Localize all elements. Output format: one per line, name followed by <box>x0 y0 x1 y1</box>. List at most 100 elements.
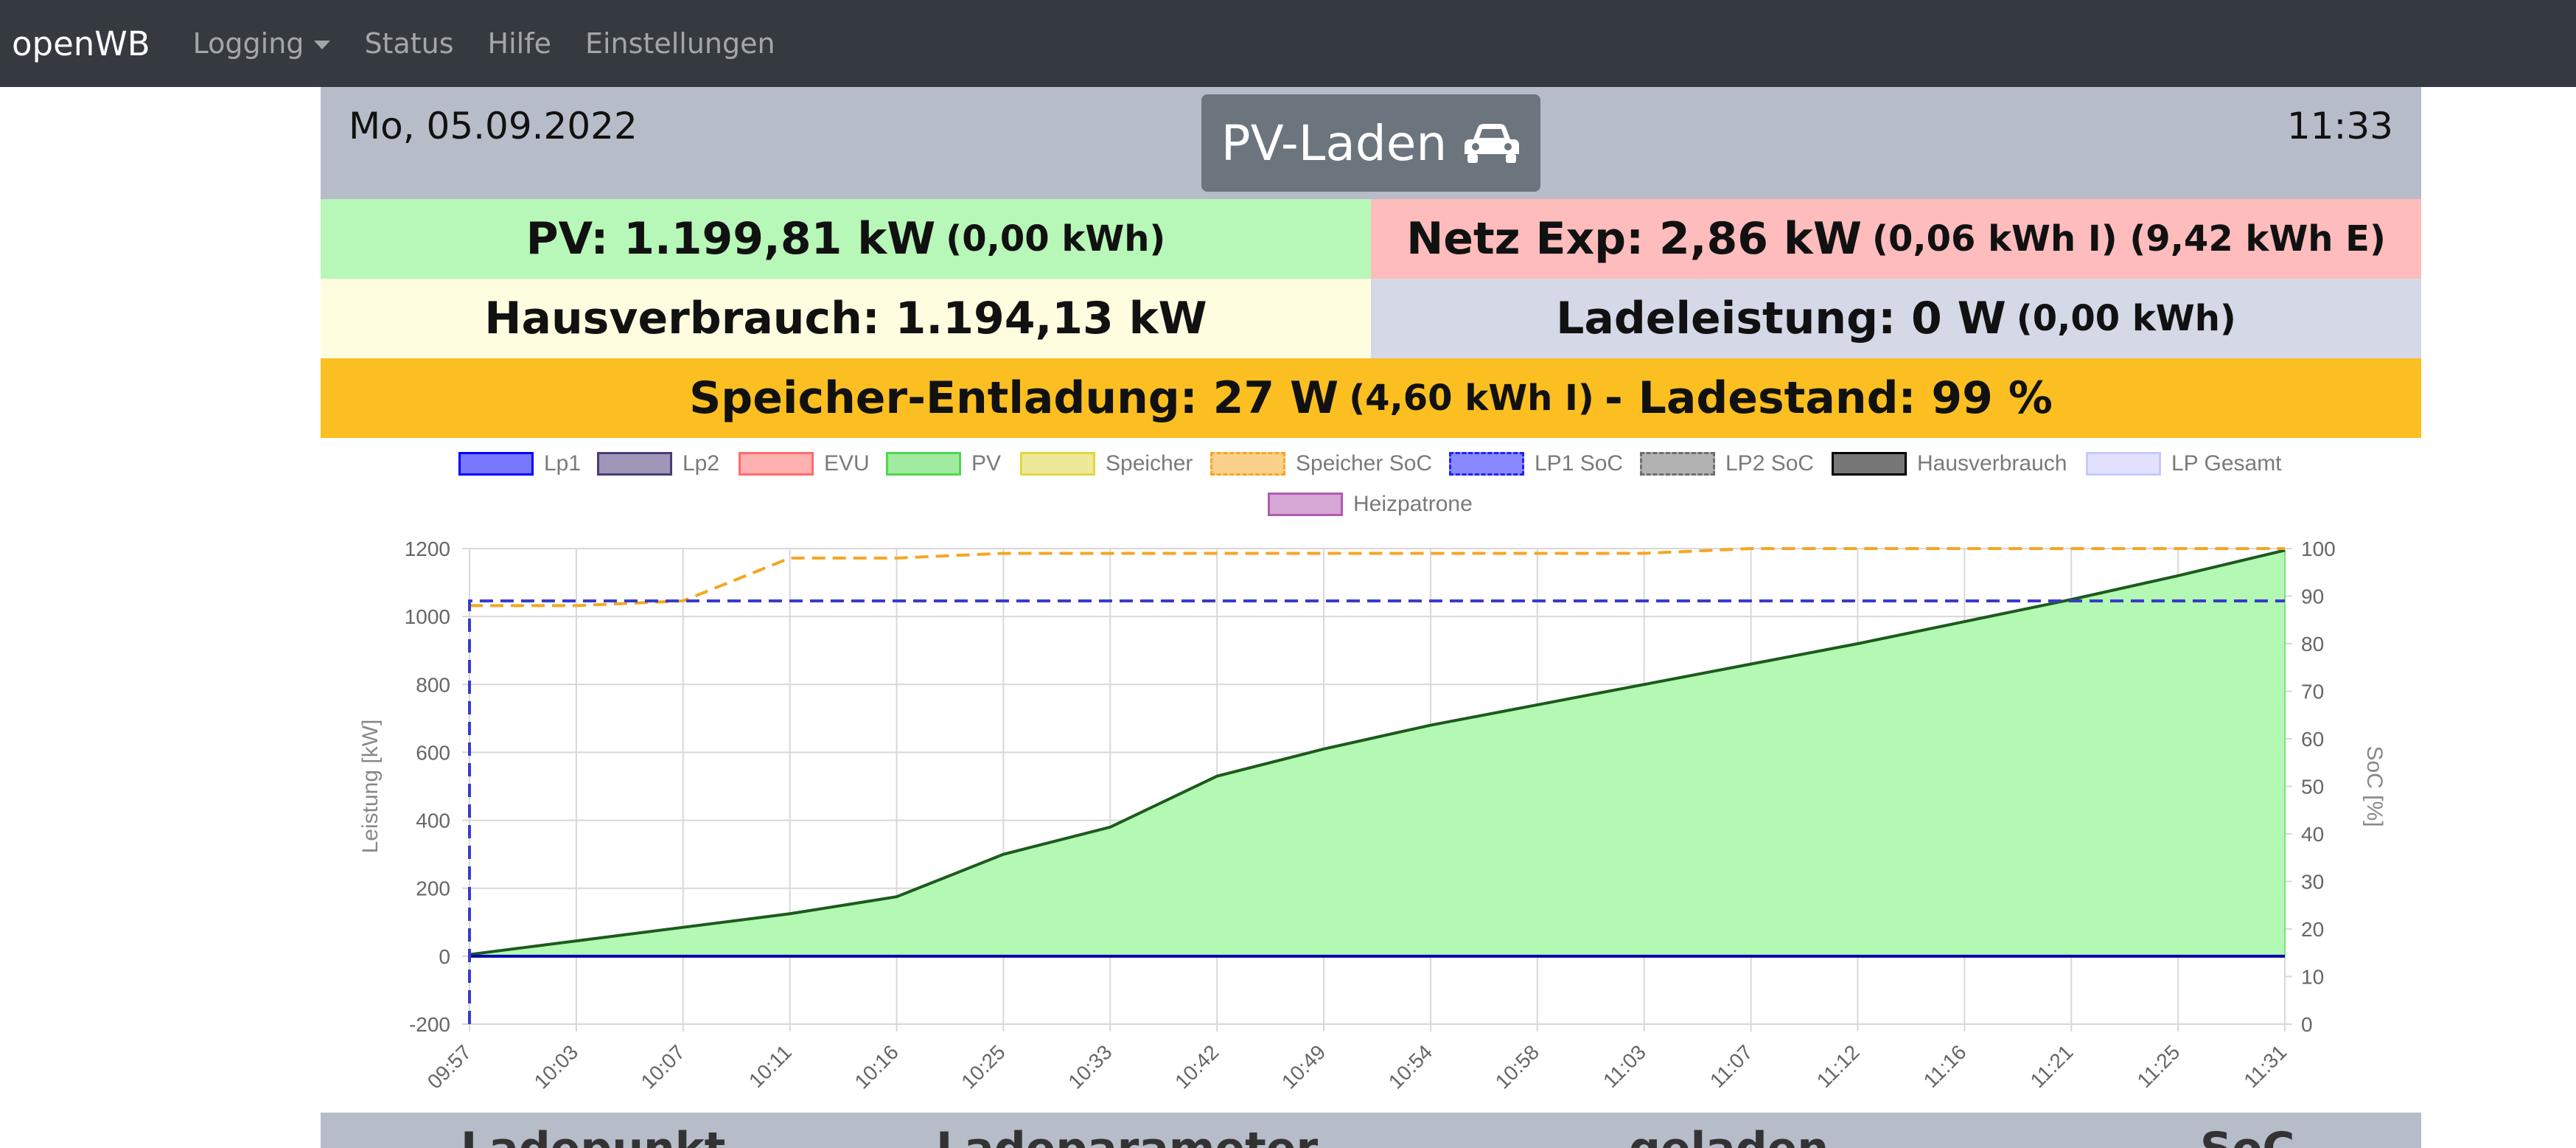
house-consumption: Hausverbrauch: 1.194,13 kW <box>321 279 1371 358</box>
navbar: openWB Logging Status Hilfe Einstellunge… <box>0 0 2576 87</box>
x-tick-label: 10:54 <box>1384 1040 1437 1093</box>
legend-item-speicher-soc[interactable]: Speicher SoC <box>1210 451 1432 476</box>
legend-item-lp2[interactable]: Lp2 <box>597 451 719 476</box>
y-right-tick-label: 100 <box>2301 538 2336 560</box>
legend-item-evu[interactable]: EVU <box>739 451 870 476</box>
legend-swatch <box>1449 452 1524 476</box>
y-left-tick-label: 200 <box>416 877 450 900</box>
nav-logging-label: Logging <box>192 27 304 60</box>
legend-label: LP2 SoC <box>1725 451 1815 476</box>
chart-svg: -200 0 200 400 600 800 1000 1200 0 10 20 30 40 50 60 70… <box>358 538 2387 1093</box>
x-tick-label: 10:25 <box>957 1040 1009 1093</box>
y-right-tick-label: 20 <box>2301 918 2324 941</box>
y-right-tick-label: 30 <box>2301 871 2324 894</box>
grid-energy-value: (0,06 kWh I) (9,42 kWh E) <box>1872 218 2386 260</box>
main-container: Mo, 05.09.2022 PV-Laden 11:33 PV: 1.199,… <box>321 87 2421 1115</box>
chevron-down-icon <box>314 41 331 49</box>
y-right-tick-label: 50 <box>2301 776 2324 799</box>
legend-label: LP1 SoC <box>1535 451 1624 476</box>
x-tick-label: 11:07 <box>1706 1040 1757 1092</box>
x-tick-label: 10:16 <box>850 1040 902 1093</box>
x-tick-label: 11:21 <box>2026 1040 2078 1092</box>
brand-logo[interactable]: openWB <box>12 24 150 63</box>
series-speicher-soc-line <box>470 547 2285 608</box>
grid-power: Netz Exp: 2,86 kW (0,06 kWh I) (9,42 kWh … <box>1371 199 2421 279</box>
x-tick-label: 11:16 <box>1919 1040 1971 1092</box>
legend-swatch <box>739 452 814 476</box>
nav-status[interactable]: Status <box>364 27 454 60</box>
series-hausverbrauch-line <box>469 549 2286 956</box>
nav-einstellungen[interactable]: Einstellungen <box>584 27 775 60</box>
legend-item-speicher[interactable]: Speicher <box>1020 451 1193 476</box>
legend-item-lp1[interactable]: Lp1 <box>458 451 581 476</box>
x-tick-label: 10:11 <box>744 1040 796 1092</box>
legend-item-pv[interactable]: PV <box>886 451 1001 476</box>
x-tick-label: 09:57 <box>423 1040 475 1093</box>
x-tick-label: 10:03 <box>530 1040 582 1093</box>
column-ladeparameter: Ladeparameter <box>936 1123 1318 1148</box>
column-geladen: geladen <box>1629 1123 1829 1148</box>
y-left-axis-label: Leistung [kW] <box>358 720 383 854</box>
y-right-tick-label: 40 <box>2301 823 2324 846</box>
x-tick-label: 10:07 <box>637 1040 689 1093</box>
y-right-tick-label: 10 <box>2301 966 2324 989</box>
y-left-tick-label: 800 <box>416 673 450 696</box>
legend-swatch <box>886 452 961 476</box>
power-chart: Lp1 Lp2 EVU PV Speicher Speicher SoC LP1 SoC LP… <box>321 438 2421 1115</box>
house-consumption-value: Hausverbrauch: 1.194,13 kW <box>484 293 1207 344</box>
legend-item-hausverbrauch[interactable]: Hausverbrauch <box>1832 451 2067 476</box>
y-left-tick-label: 0 <box>439 945 450 968</box>
legend-label: Heizpatrone <box>1353 492 1473 516</box>
legend-item-lp-gesamt[interactable]: LP Gesamt <box>2086 451 2282 476</box>
pv-power-value: PV: 1.199,81 kW <box>526 213 936 265</box>
y-left-tick-label: 600 <box>416 741 450 764</box>
date-display: Mo, 05.09.2022 <box>349 105 638 147</box>
nav-logging[interactable]: Logging <box>193 27 331 60</box>
nav-hilfe[interactable]: Hilfe <box>487 27 551 60</box>
x-tick-label: 10:33 <box>1064 1040 1116 1093</box>
y-right-tick-label: 60 <box>2301 728 2324 751</box>
legend-swatch <box>1210 452 1285 476</box>
y-left-tick-label: -200 <box>409 1013 450 1036</box>
legend-label: Speicher <box>1106 451 1193 476</box>
legend-item-lp1-soc[interactable]: LP1 SoC <box>1449 451 1623 476</box>
y-left-tick-label: 1200 <box>405 538 450 560</box>
legend-swatch <box>1020 452 1095 476</box>
x-tick-label: 11:12 <box>1812 1040 1864 1092</box>
charge-mode-button[interactable]: PV-Laden <box>1201 94 1540 192</box>
x-tick-label: 11:03 <box>1599 1040 1650 1092</box>
y-left-tick-label: 400 <box>416 810 450 832</box>
legend-label: Lp2 <box>683 451 720 476</box>
x-tick-label: 11:31 <box>2239 1040 2291 1092</box>
legend-item-heizpatrone[interactable]: Heizpatrone <box>1268 492 1473 517</box>
legend-label: EVU <box>824 451 870 476</box>
column-soc: SoC <box>2200 1123 2294 1148</box>
charge-energy-value: (0,00 kWh) <box>2016 298 2236 339</box>
pv-power: PV: 1.199,81 kW (0,00 kWh) <box>321 199 1371 279</box>
x-tick-label: 10:58 <box>1491 1040 1543 1093</box>
time-display: 11:33 <box>2286 105 2393 147</box>
x-tick-label: 10:49 <box>1277 1040 1330 1093</box>
y-left-tick-label: 1000 <box>405 605 450 628</box>
charge-power-value: Ladeleistung: 0 W <box>1556 293 2006 344</box>
status-header: Mo, 05.09.2022 PV-Laden 11:33 <box>321 87 2421 199</box>
legend-label: Lp1 <box>544 451 582 476</box>
battery-power-value: Speicher-Entladung: 27 W <box>689 372 1339 424</box>
grid-power-value: Netz Exp: 2,86 kW <box>1406 213 1863 265</box>
pv-energy-value: (0,00 kWh) <box>946 218 1166 260</box>
charge-mode-label: PV-Laden <box>1221 114 1448 172</box>
x-tick-label: 10:42 <box>1170 1040 1223 1093</box>
legend-label: Hausverbrauch <box>1917 451 2067 476</box>
legend-swatch <box>1640 452 1715 476</box>
legend-label: Speicher SoC <box>1296 451 1433 476</box>
y-right-tick-label: 80 <box>2301 633 2324 655</box>
legend-item-lp2-soc[interactable]: LP2 SoC <box>1640 451 1814 476</box>
legend-label: LP Gesamt <box>2171 451 2282 476</box>
legend-swatch <box>1832 452 1907 476</box>
battery-status: Speicher-Entladung: 27 W (4,60 kWh I) - La… <box>321 358 2421 438</box>
y-right-axis-label: SoC [%] <box>2362 745 2387 827</box>
car-icon <box>1465 124 1520 163</box>
column-ladepunkt: Ladepunkt <box>461 1123 725 1148</box>
y-right-tick-label: 0 <box>2301 1013 2313 1036</box>
legend-swatch <box>458 452 534 476</box>
